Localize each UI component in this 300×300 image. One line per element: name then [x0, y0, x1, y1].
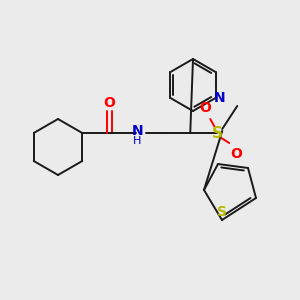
Text: O: O	[230, 147, 242, 161]
Text: O: O	[103, 96, 115, 110]
Text: S: S	[212, 125, 223, 140]
Text: N: N	[214, 91, 225, 105]
Text: H: H	[133, 136, 141, 146]
Text: N: N	[131, 124, 143, 138]
Text: O: O	[199, 101, 211, 115]
Text: S: S	[217, 205, 227, 219]
